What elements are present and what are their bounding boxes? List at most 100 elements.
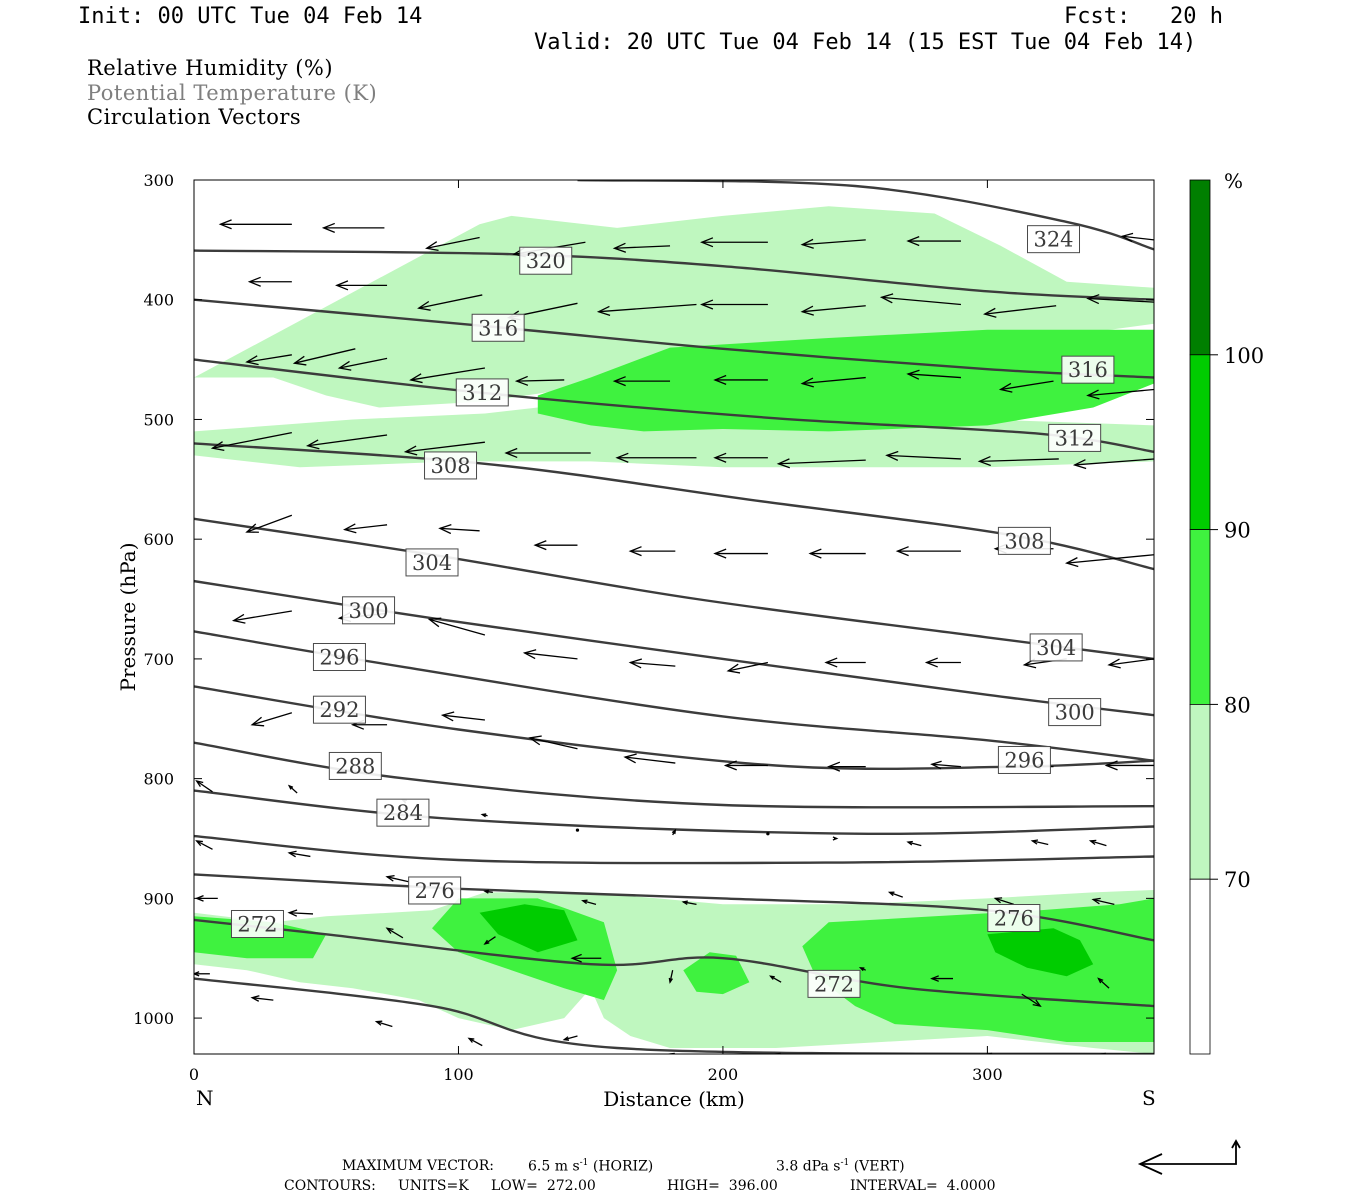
- vector-head: [776, 458, 790, 469]
- colorbar-band-3: [1189, 704, 1211, 880]
- colorbar-unit: %: [1224, 169, 1243, 193]
- vector-head: [628, 658, 643, 669]
- vector-head: [832, 836, 839, 841]
- colorbar-band-0: [1189, 179, 1211, 356]
- vector-head: [892, 1057, 896, 1060]
- vector-head: [930, 760, 942, 770]
- vector-head: [504, 447, 518, 459]
- vector-arrow-43: [533, 540, 578, 551]
- vector-head: [528, 735, 542, 746]
- vector-shaft: [516, 379, 565, 382]
- vector-shaft: [524, 652, 578, 660]
- vector-arrow-67: [930, 760, 961, 770]
- vector-shaft: [418, 294, 483, 309]
- vector-head: [800, 238, 814, 249]
- contour-label-324: 324: [1033, 228, 1073, 252]
- vector-head: [1107, 658, 1121, 669]
- vector-arrow-32: [403, 441, 485, 456]
- vector-arrow-78: [906, 840, 922, 847]
- vector-head: [930, 975, 939, 982]
- vector-head: [250, 995, 260, 1002]
- vector-head: [440, 711, 455, 722]
- vector-shaft: [1098, 978, 1110, 989]
- vector-shaft: [908, 373, 961, 379]
- vector-arrow-40: [245, 514, 293, 533]
- vector-arrow-60: [250, 712, 293, 727]
- vector-shaft: [212, 431, 292, 449]
- isentrope-320: [194, 249, 1154, 301]
- vector-arrow-18: [1086, 294, 1154, 305]
- y-axis-title: Pressure (hPa): [116, 543, 140, 692]
- contour-label-276: 276: [994, 907, 1034, 931]
- south-label: S: [1142, 1086, 1156, 1110]
- vector-arrow-108: [892, 1055, 903, 1060]
- vector-arrow-39: [1072, 458, 1154, 470]
- x-tick-label-0: 0: [189, 1065, 199, 1084]
- vector-head: [671, 828, 677, 835]
- vector-arrow-11: [417, 294, 483, 311]
- vector-arrow-59: [1107, 658, 1154, 669]
- vector-arrow-25: [713, 374, 768, 385]
- isentrope-304: [194, 517, 1154, 661]
- contour-label-box-14: [312, 695, 366, 724]
- vector-head: [570, 953, 582, 963]
- vector-arrow-9: [247, 276, 292, 287]
- isentrope-272: [194, 918, 1154, 1008]
- vector-head: [983, 307, 997, 318]
- vector-arrow-70: [195, 780, 213, 793]
- vector-arrow-29: [1086, 388, 1154, 400]
- vector-arrow-91: [287, 909, 314, 917]
- contour-label-304: 304: [412, 551, 452, 575]
- vector-shaft: [624, 756, 676, 764]
- vector-shaft: [429, 618, 486, 636]
- vector-arrow-74: [575, 828, 580, 832]
- contour-label-box-0: [1027, 225, 1081, 254]
- x-axis-title: Distance (km): [603, 1087, 745, 1111]
- forecast-hour: Fcst: 20 h: [1064, 4, 1223, 29]
- vector-head: [612, 242, 627, 253]
- contours-label: CONTOURS:: [284, 1178, 376, 1194]
- vector-head: [374, 1020, 383, 1026]
- vector-shaft: [233, 610, 292, 622]
- vector-head: [533, 540, 547, 551]
- vector-head: [924, 657, 938, 668]
- contour-label-304: 304: [1036, 636, 1076, 660]
- axes: 0 100 200 300 300 400 500 600 700 800 900 1000: [133, 171, 1154, 1084]
- vector-arrow-88: [993, 897, 1015, 905]
- vector-arrow-99: [1021, 993, 1042, 1008]
- vector-head: [210, 441, 225, 452]
- vector-head: [993, 897, 1003, 904]
- vector-arrow-42: [438, 524, 480, 535]
- vector-shaft: [979, 458, 1059, 463]
- vector-arrow-92: [385, 927, 404, 939]
- vector-head: [245, 523, 259, 533]
- contour-label-box-12: [312, 643, 366, 672]
- vector-arrow-85: [581, 899, 597, 905]
- vector-arrow-55: [726, 661, 769, 674]
- rh-region-90-8: [479, 904, 578, 953]
- vector-shaft: [307, 434, 388, 447]
- isentrope-312: [194, 358, 1154, 453]
- vector-arrow-31: [305, 434, 388, 450]
- vector-arrow-20: [292, 348, 356, 366]
- vector-shaft: [246, 514, 293, 533]
- vector-head: [581, 899, 588, 905]
- vector-head: [713, 548, 727, 559]
- vector-head: [879, 293, 894, 304]
- vector-head: [287, 850, 297, 858]
- vector-head: [700, 299, 714, 310]
- contour-label-272: 272: [237, 912, 277, 936]
- contour-label-box-11: [1048, 698, 1102, 727]
- vector-arrow-45: [713, 548, 768, 559]
- contour-label-316: 316: [478, 316, 518, 340]
- vector-arrow-105: [562, 1035, 578, 1041]
- contour-label-296: 296: [1004, 748, 1044, 772]
- max-vector-vert: 3.8 dPa s-1 (VERT): [776, 1158, 905, 1175]
- vector-arrow-6: [800, 238, 866, 249]
- contour-label-box-4: [455, 378, 509, 407]
- vector-head: [858, 967, 865, 972]
- legend-circulation-vectors: Circulation Vectors: [87, 105, 302, 129]
- vector-head: [906, 369, 920, 380]
- vector-shaft: [1087, 388, 1154, 397]
